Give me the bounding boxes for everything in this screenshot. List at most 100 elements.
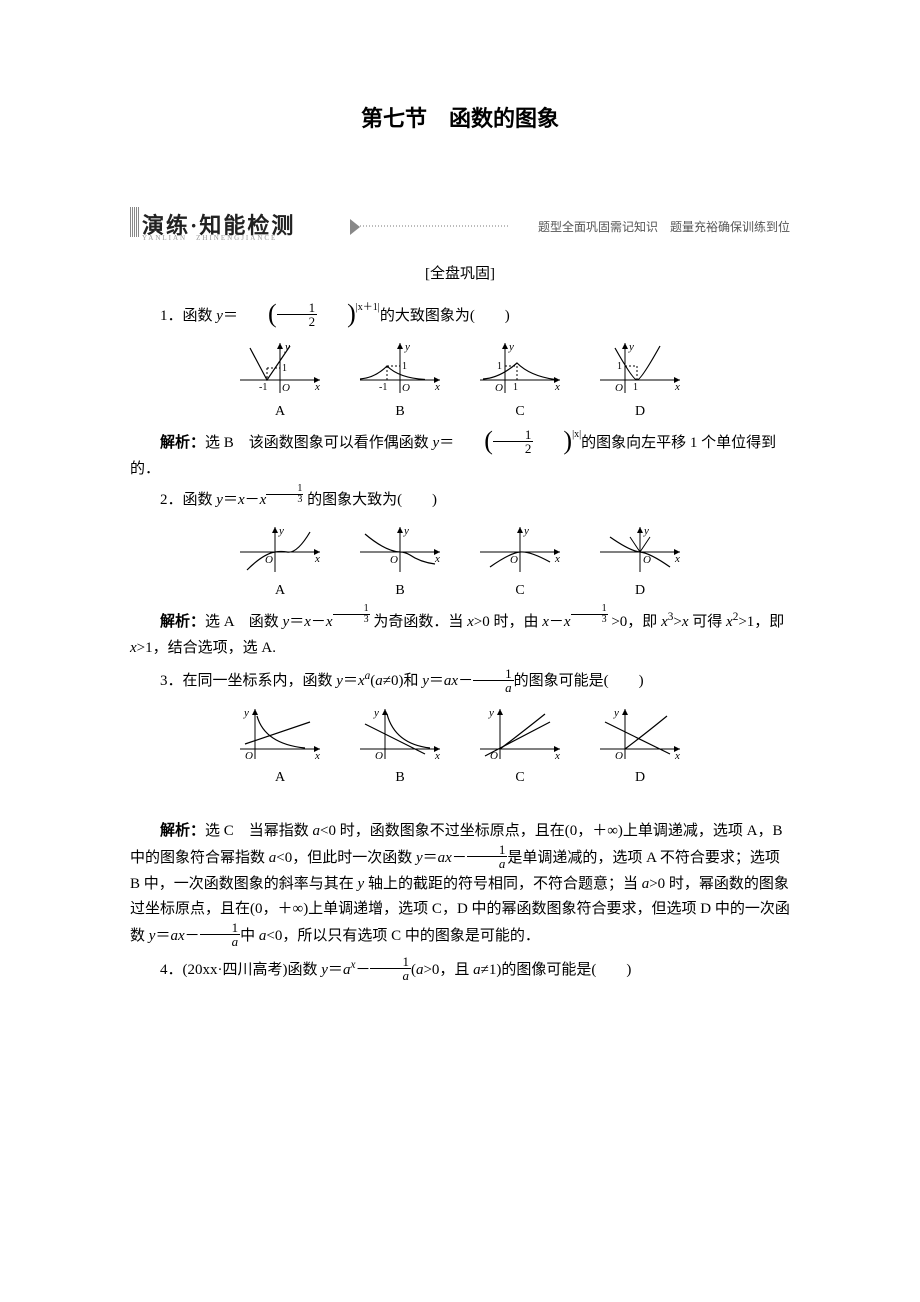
svg-text:O: O xyxy=(265,554,273,566)
frac-d2: 2 xyxy=(493,442,534,455)
q2-d: 的图象大致为( ) xyxy=(303,492,437,508)
vx8: x xyxy=(661,614,668,630)
svg-text:x: x xyxy=(674,750,680,762)
q1-label-b: B xyxy=(355,400,445,424)
q4fd: a xyxy=(370,969,411,982)
var-y: y xyxy=(216,308,223,324)
svg-text:O: O xyxy=(495,382,503,394)
q3ea: 解析： xyxy=(160,823,205,839)
q3ej: ＝ xyxy=(155,928,170,944)
frac-n: 1 xyxy=(277,301,318,315)
q2-a: 2．函数 xyxy=(160,492,216,508)
svg-text:O: O xyxy=(643,554,651,566)
q1-graphs: x y O 1 -1 A x y O 1 -1 B xyxy=(130,338,790,424)
q1-graph-c: x y O 1 1 C xyxy=(475,338,565,424)
q3b: ＝ xyxy=(343,673,358,689)
svg-text:y: y xyxy=(278,525,284,537)
svg-text:x: x xyxy=(674,381,680,393)
svg-text:1: 1 xyxy=(617,361,622,372)
e-d: 3 xyxy=(266,495,303,505)
vx6: x xyxy=(542,614,549,630)
svg-text:1: 1 xyxy=(402,361,407,372)
q3lb: B xyxy=(355,766,445,790)
banner: 演练·知能检测 YANLIAN ZHINENGJIANCE 题型全面巩固需记知识… xyxy=(130,207,790,247)
q4a: 4．(20xx·四川高考)函数 xyxy=(160,962,321,978)
vy5: y xyxy=(336,673,343,689)
q3fd: a xyxy=(473,681,514,694)
q2-lc: C xyxy=(475,579,565,603)
q2-lb: B xyxy=(355,579,445,603)
q2-e3: 13 xyxy=(571,604,608,625)
q1-text-a: 1．函数 xyxy=(160,308,216,324)
vx11: x xyxy=(130,640,137,656)
vx3: x xyxy=(304,614,311,630)
q3ek: － xyxy=(185,928,200,944)
banner-pinyin: YANLIAN ZHINENGJIANCE xyxy=(142,233,277,245)
svg-text:O: O xyxy=(402,382,410,394)
q3fn2: 1 xyxy=(467,843,508,857)
svg-text:x: x xyxy=(314,553,320,565)
q4f: 1a xyxy=(370,955,411,982)
q4e: >0，且 xyxy=(423,962,473,978)
q3d: ≠0)和 xyxy=(383,673,422,689)
q2-ex-k: >1，即 xyxy=(738,614,784,630)
q3a: 3．在同一坐标系内，函数 xyxy=(160,673,336,689)
q2-ex-d: － xyxy=(311,614,326,630)
q2-ex-c: ＝ xyxy=(289,614,304,630)
q1-text-c: 的大致图象为( ) xyxy=(380,308,510,324)
vx5: x xyxy=(467,614,474,630)
q3-gd: x y O D xyxy=(595,704,685,790)
banner-dots xyxy=(360,225,510,227)
q1-text-b: ＝ xyxy=(223,308,238,324)
svg-text:y: y xyxy=(613,707,619,719)
vy6: y xyxy=(422,673,429,689)
q4f2: ≠1)的图像可能是( ) xyxy=(481,962,632,978)
svg-text:O: O xyxy=(375,750,383,762)
va2: a xyxy=(375,673,383,689)
q2-c: － xyxy=(245,492,260,508)
q3-graphs: x y O A x y O B x y O C xyxy=(130,704,790,790)
q2-graph-b: x y O B xyxy=(355,522,445,603)
q1-stem: 1．函数 y＝(12)|x＋1|的大致图象为( ) xyxy=(130,303,790,330)
svg-text:-1: -1 xyxy=(379,382,387,393)
vy7: y xyxy=(416,850,423,866)
q2-ex-e: 为奇函数．当 xyxy=(370,614,468,630)
q2-ex-g: － xyxy=(549,614,564,630)
svg-text:x: x xyxy=(554,381,560,393)
svg-text:y: y xyxy=(403,525,409,537)
q3g: 的图象可能是( ) xyxy=(514,673,644,689)
vx4: x xyxy=(326,614,333,630)
svg-text:y: y xyxy=(508,341,514,353)
q1-base: (12) xyxy=(238,303,356,330)
vx10: x xyxy=(726,614,733,630)
svg-text:O: O xyxy=(282,382,290,394)
svg-text:y: y xyxy=(373,707,379,719)
q3ee: ＝ xyxy=(423,850,438,866)
svg-text:1: 1 xyxy=(513,382,518,393)
q3ed: <0，但此时一次函数 xyxy=(276,850,416,866)
q2-graph-a: x y O A xyxy=(235,522,325,603)
q2-b: ＝ xyxy=(223,492,238,508)
q2-graph-c: x y O C xyxy=(475,522,565,603)
q4b: ＝ xyxy=(328,962,343,978)
va8: a xyxy=(170,928,178,944)
q3-explain: 解析：选 C 当幂指数 a<0 时，函数图象不过坐标原点，且在(0，＋∞)上单调… xyxy=(130,819,790,950)
q4c: － xyxy=(355,962,370,978)
q2-ex-l: >1，结合选项，选 A. xyxy=(137,640,276,656)
q3-gc: x y O C xyxy=(475,704,565,790)
q3f: － xyxy=(458,673,473,689)
var-y3: y xyxy=(216,492,223,508)
q1-label-a: A xyxy=(235,400,325,424)
vy10: y xyxy=(321,962,328,978)
q3-gb: x y O B xyxy=(355,704,445,790)
vx7: x xyxy=(564,614,571,630)
va12: a xyxy=(473,962,481,978)
q2-ex-f: >0 时，由 xyxy=(474,614,542,630)
q1-explain: 解析：选 B 该函数图象可以看作偶函数 y＝(12)|x|的图象向左平移 1 个… xyxy=(130,430,790,483)
explain-label: 解析： xyxy=(160,435,205,451)
q2-explain: 解析：选 A 函数 y＝x－x13 为奇函数．当 x>0 时，由 x－x13 >… xyxy=(130,608,790,661)
vx15: x xyxy=(178,928,185,944)
svg-text:y: y xyxy=(628,341,634,353)
q4-stem: 4．(20xx·四川高考)函数 y＝ax－1a(a>0，且 a≠1)的图像可能是… xyxy=(130,956,790,984)
q2-ex-j: 可得 xyxy=(689,614,727,630)
